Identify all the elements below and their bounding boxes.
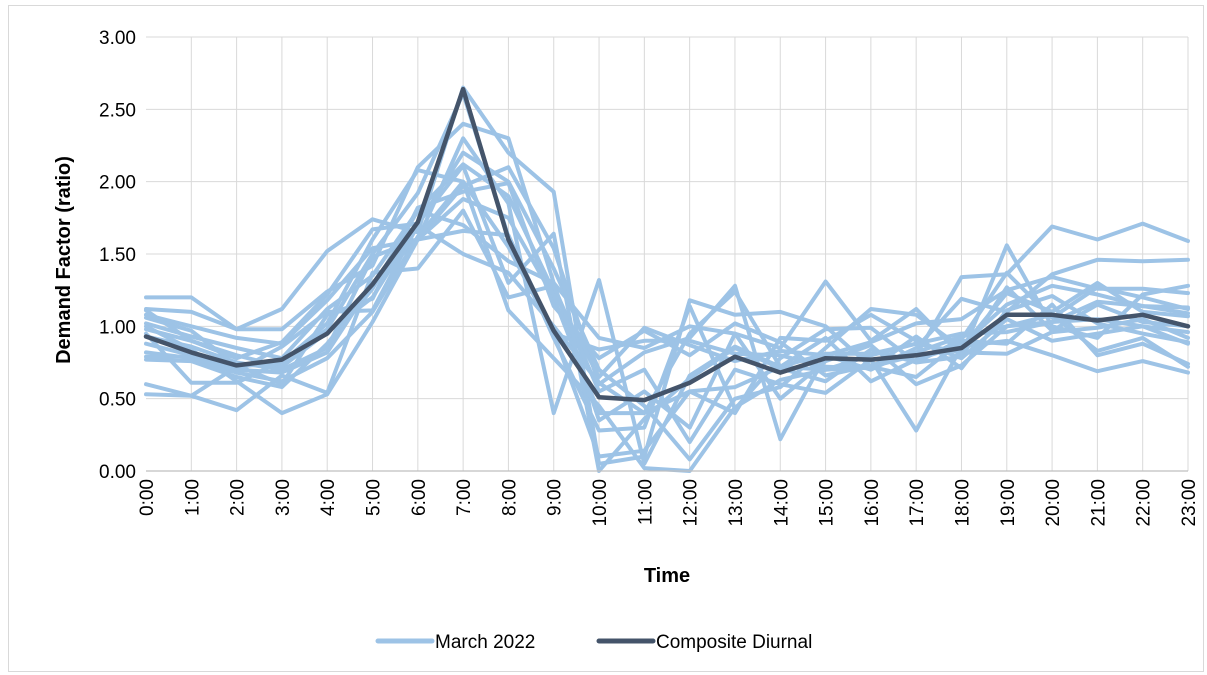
x-tick-label-20: 20:00	[1043, 479, 1064, 527]
series-march-2022-day-14	[144, 91, 1190, 433]
x-tick-label-1: 1:00	[182, 479, 203, 516]
x-tick-label-11: 11:00	[635, 479, 656, 525]
y-tick-label-5: 2.50	[99, 100, 136, 121]
series-lines	[143, 85, 1191, 473]
x-tick-label-9: 9:00	[545, 479, 566, 516]
x-tick-label-18: 18:00	[952, 479, 973, 527]
x-tick-label-23: 23:00	[1179, 479, 1200, 527]
x-tick-label-22: 22:00	[1134, 479, 1155, 527]
y-tick-label-4: 2.00	[99, 173, 136, 194]
x-tick-label-4: 4:00	[318, 479, 339, 516]
y-tick-label-0: 0.00	[99, 462, 136, 483]
x-tick-label-16: 16:00	[862, 479, 883, 527]
x-tick-label-13: 13:00	[726, 479, 747, 527]
series-march-2022-day-15	[144, 181, 1190, 387]
x-tick-label-6: 6:00	[409, 479, 430, 516]
y-tick-label-3: 1.50	[99, 245, 136, 266]
x-tick-label-3: 3:00	[273, 479, 294, 516]
x-tick-label-7: 7:00	[454, 479, 475, 516]
legend-item-march-2022: March 2022	[375, 632, 535, 653]
x-tick-label-5: 5:00	[364, 479, 385, 516]
x-tick-label-8: 8:00	[499, 479, 520, 516]
series-composite-diurnal	[143, 86, 1191, 403]
series-march-2022-day-16	[144, 223, 1190, 416]
x-tick-label-21: 21:00	[1088, 479, 1109, 527]
y-tick-label-2: 1.00	[99, 317, 136, 338]
x-axis-title: Time	[644, 565, 690, 587]
tick-labels: 0.00 0.50 1.00 1.50 2.00 2.50 3.00 0:00 1:00 2:00…	[99, 28, 1200, 527]
legend-item-composite-diurnal: Composite Diurnal	[596, 632, 812, 653]
x-tick-label-10: 10:00	[590, 479, 611, 527]
x-tick-label-19: 19:00	[998, 479, 1019, 527]
y-tick-label-6: 3.00	[99, 28, 136, 49]
series-march-2022-day-5	[144, 150, 1190, 462]
x-tick-label-15: 15:00	[817, 479, 838, 527]
x-tick-label-14: 14:00	[771, 479, 792, 527]
series-march-2022-day-1	[144, 85, 1190, 466]
x-tick-label-17: 17:00	[907, 479, 928, 527]
series-march-2022-day-13	[144, 163, 1190, 473]
legend-label-march-2022: March 2022	[435, 632, 535, 653]
y-tick-label-1: 0.50	[99, 390, 136, 411]
legend: March 2022 Composite Diurnal	[375, 632, 812, 653]
x-tick-label-2: 2:00	[228, 479, 249, 516]
x-tick-label-12: 12:00	[681, 479, 702, 527]
series-march-2022-day-11	[144, 208, 1190, 445]
x-tick-label-0: 0:00	[137, 479, 158, 516]
legend-label-composite-diurnal: Composite Diurnal	[656, 632, 812, 653]
y-axis-title: Demand Factor (ratio)	[53, 156, 75, 364]
